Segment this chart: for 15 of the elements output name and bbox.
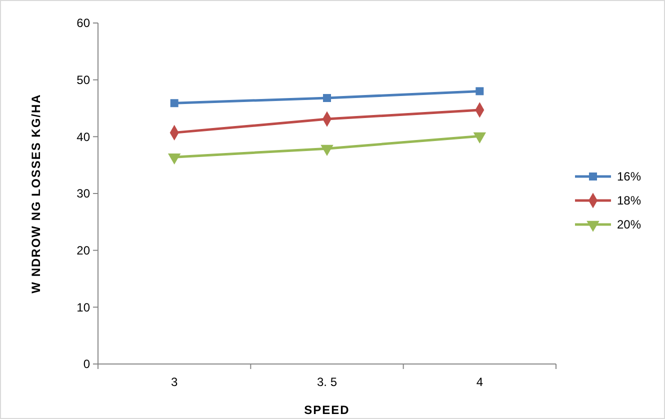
- y-axis-title: W NDROW NG LOSSES KG/HA: [29, 94, 43, 294]
- legend-label: 20%: [617, 218, 642, 232]
- y-tick-label: 50: [76, 73, 90, 88]
- x-axis-title: SPEED: [304, 403, 350, 417]
- y-tick-label: 20: [76, 244, 90, 258]
- y-tick-label: 60: [76, 16, 90, 30]
- legend-label: 16%: [617, 170, 642, 184]
- y-tick-label: 10: [76, 300, 90, 314]
- x-tick-label: 3: [170, 375, 178, 389]
- y-tick-label: 0: [83, 357, 90, 372]
- x-tick-label: 3. 5: [316, 375, 338, 389]
- y-tick-label: 30: [76, 186, 90, 201]
- x-tick-label: 4: [476, 375, 484, 389]
- legend-label: 18%: [617, 194, 642, 208]
- y-tick-label: 40: [76, 130, 90, 144]
